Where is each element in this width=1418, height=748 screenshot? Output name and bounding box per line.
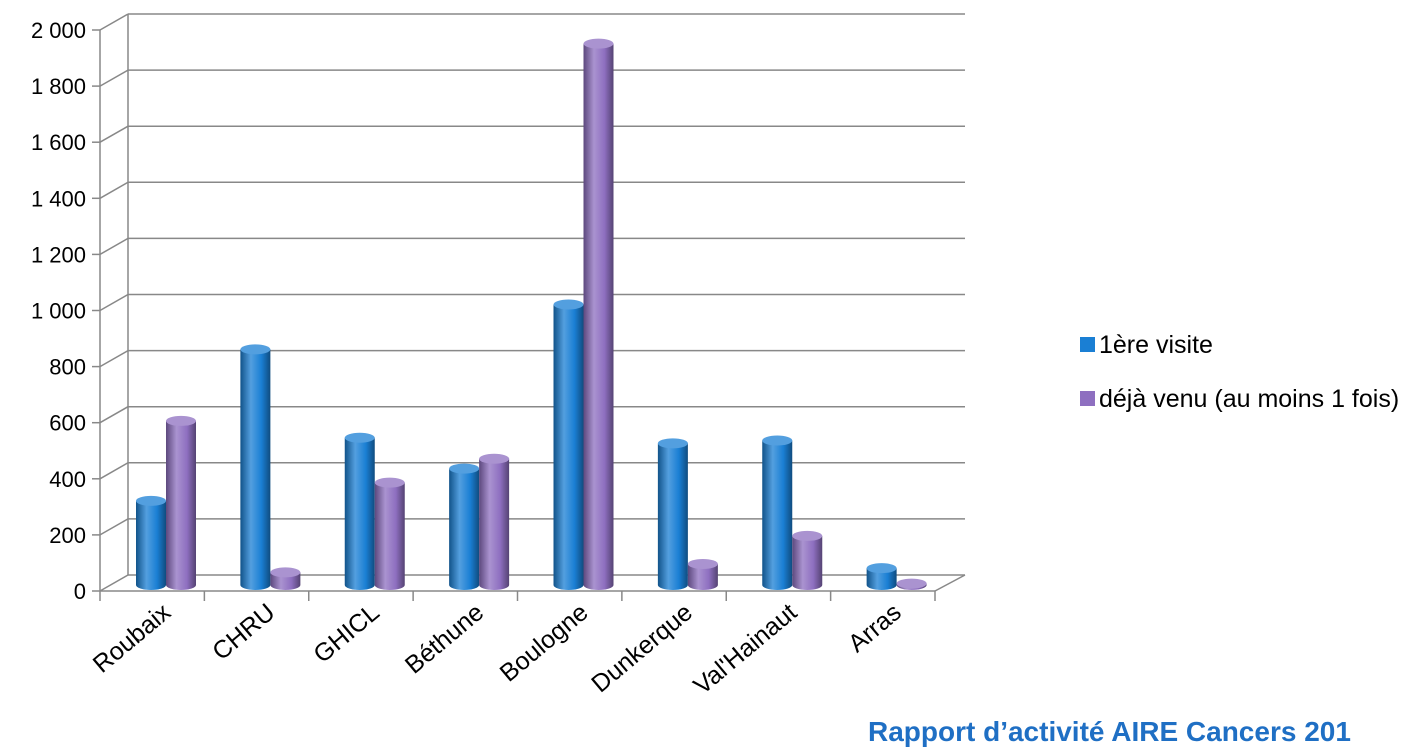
- bar: [687, 558, 718, 590]
- x-tick-label: Dunkerque: [586, 598, 698, 698]
- gridline-side: [99, 293, 129, 312]
- y-tick-label: 600: [49, 411, 86, 436]
- x-axis-labels: Roubaix CHRU GHICL Béthune BoulogneDunkerque…: [88, 598, 907, 700]
- gridline-side: [99, 462, 129, 480]
- x-tick-label: Arras: [843, 598, 907, 658]
- legend: 1ère visite déjà venu (au moins 1 fois): [1080, 330, 1418, 438]
- gridline-side: [99, 181, 129, 199]
- y-tick-label: 1 200: [31, 242, 86, 267]
- gridline-side: [99, 349, 129, 368]
- bar: [166, 415, 196, 590]
- bar-body: [240, 349, 271, 590]
- y-tick-label: 2 000: [31, 18, 86, 43]
- bar-body: [657, 443, 688, 590]
- bar-body: [792, 535, 823, 590]
- bar-top: [449, 463, 480, 474]
- gridline-side: [99, 518, 129, 536]
- bar-body: [374, 482, 405, 590]
- x-tick-label: Béthune: [400, 598, 489, 679]
- bar-top: [687, 558, 718, 569]
- gridlines: [99, 13, 965, 592]
- y-tick-label: 400: [49, 467, 86, 492]
- bar: [479, 453, 510, 590]
- bar-body: [166, 420, 196, 590]
- bar-body: [449, 468, 480, 590]
- x-tick-label: Boulogne: [495, 598, 594, 687]
- y-tick-label: 1 600: [31, 130, 86, 155]
- legend-swatch-series-1: [1080, 337, 1095, 352]
- gridline-side: [99, 69, 129, 87]
- legend-label-series-2: déjà venu (au moins 1 fois): [1099, 385, 1400, 413]
- x-tick-label: Roubaix: [88, 598, 177, 679]
- y-tick-label: 1 400: [31, 186, 86, 211]
- x-tick-label: GHICL: [308, 598, 385, 669]
- gridline-side: [99, 125, 129, 143]
- y-tick-label: 800: [49, 355, 86, 380]
- bar-top: [553, 299, 584, 310]
- legend-label-series-1: 1ère visite: [1099, 331, 1213, 359]
- bar-top: [374, 477, 405, 488]
- bar: [449, 463, 480, 590]
- bar: [270, 567, 301, 590]
- y-axis-ticks: 0 200 400 600 800 1 000 1 200 1 400 1 600 1 800 2 …: [31, 18, 936, 604]
- bars: [136, 38, 927, 590]
- bar: [657, 438, 688, 590]
- bar-body: [270, 572, 301, 590]
- bar-body: [553, 304, 584, 590]
- y-tick-label: 200: [49, 523, 86, 548]
- bar-top: [896, 578, 927, 589]
- chart-walls: [99, 14, 966, 592]
- bar-body: [136, 500, 166, 590]
- gridline-side: [99, 13, 129, 31]
- x-tick-label: Val'Hainaut: [688, 598, 802, 700]
- bar-top: [479, 453, 510, 464]
- bar: [866, 563, 897, 590]
- legend-swatch-series-2: [1080, 391, 1095, 406]
- bar-top: [866, 563, 897, 574]
- bar-body: [762, 440, 793, 590]
- bar: [240, 344, 271, 590]
- bar-top: [166, 415, 196, 426]
- bar-top: [344, 432, 375, 443]
- bar: [374, 477, 405, 590]
- bar: [553, 299, 584, 590]
- bar-top: [136, 495, 166, 506]
- bar-body: [479, 458, 510, 590]
- bar-top: [762, 435, 793, 446]
- bar-body: [583, 43, 614, 590]
- y-tick-label: 1 800: [31, 74, 86, 99]
- bar: [792, 530, 823, 590]
- y-tick-label: 1 000: [31, 299, 86, 324]
- y-tick-label: 0: [74, 579, 86, 604]
- footer-caption: Rapport d’activité AIRE Cancers 201: [868, 716, 1351, 747]
- bar-body: [344, 437, 375, 590]
- bar-top: [657, 438, 688, 449]
- bar: [583, 38, 614, 590]
- bar-top: [240, 344, 271, 355]
- bar: [136, 495, 166, 590]
- bar-body: [687, 563, 718, 590]
- legend-item-series-1: 1ère visite: [1080, 330, 1418, 360]
- gridline-side: [99, 237, 129, 256]
- gridline-side: [99, 574, 129, 592]
- x-tick-label: CHRU: [207, 598, 280, 666]
- floor-right-edge: [934, 574, 966, 592]
- bar-body: [866, 568, 897, 590]
- bar: [896, 578, 927, 590]
- bar: [344, 432, 375, 590]
- bar-top: [583, 38, 614, 49]
- gridline-side: [99, 406, 129, 424]
- bar: [762, 435, 793, 590]
- bar-top: [270, 567, 301, 578]
- legend-item-series-2: déjà venu (au moins 1 fois): [1080, 384, 1418, 414]
- bar-top: [792, 530, 823, 541]
